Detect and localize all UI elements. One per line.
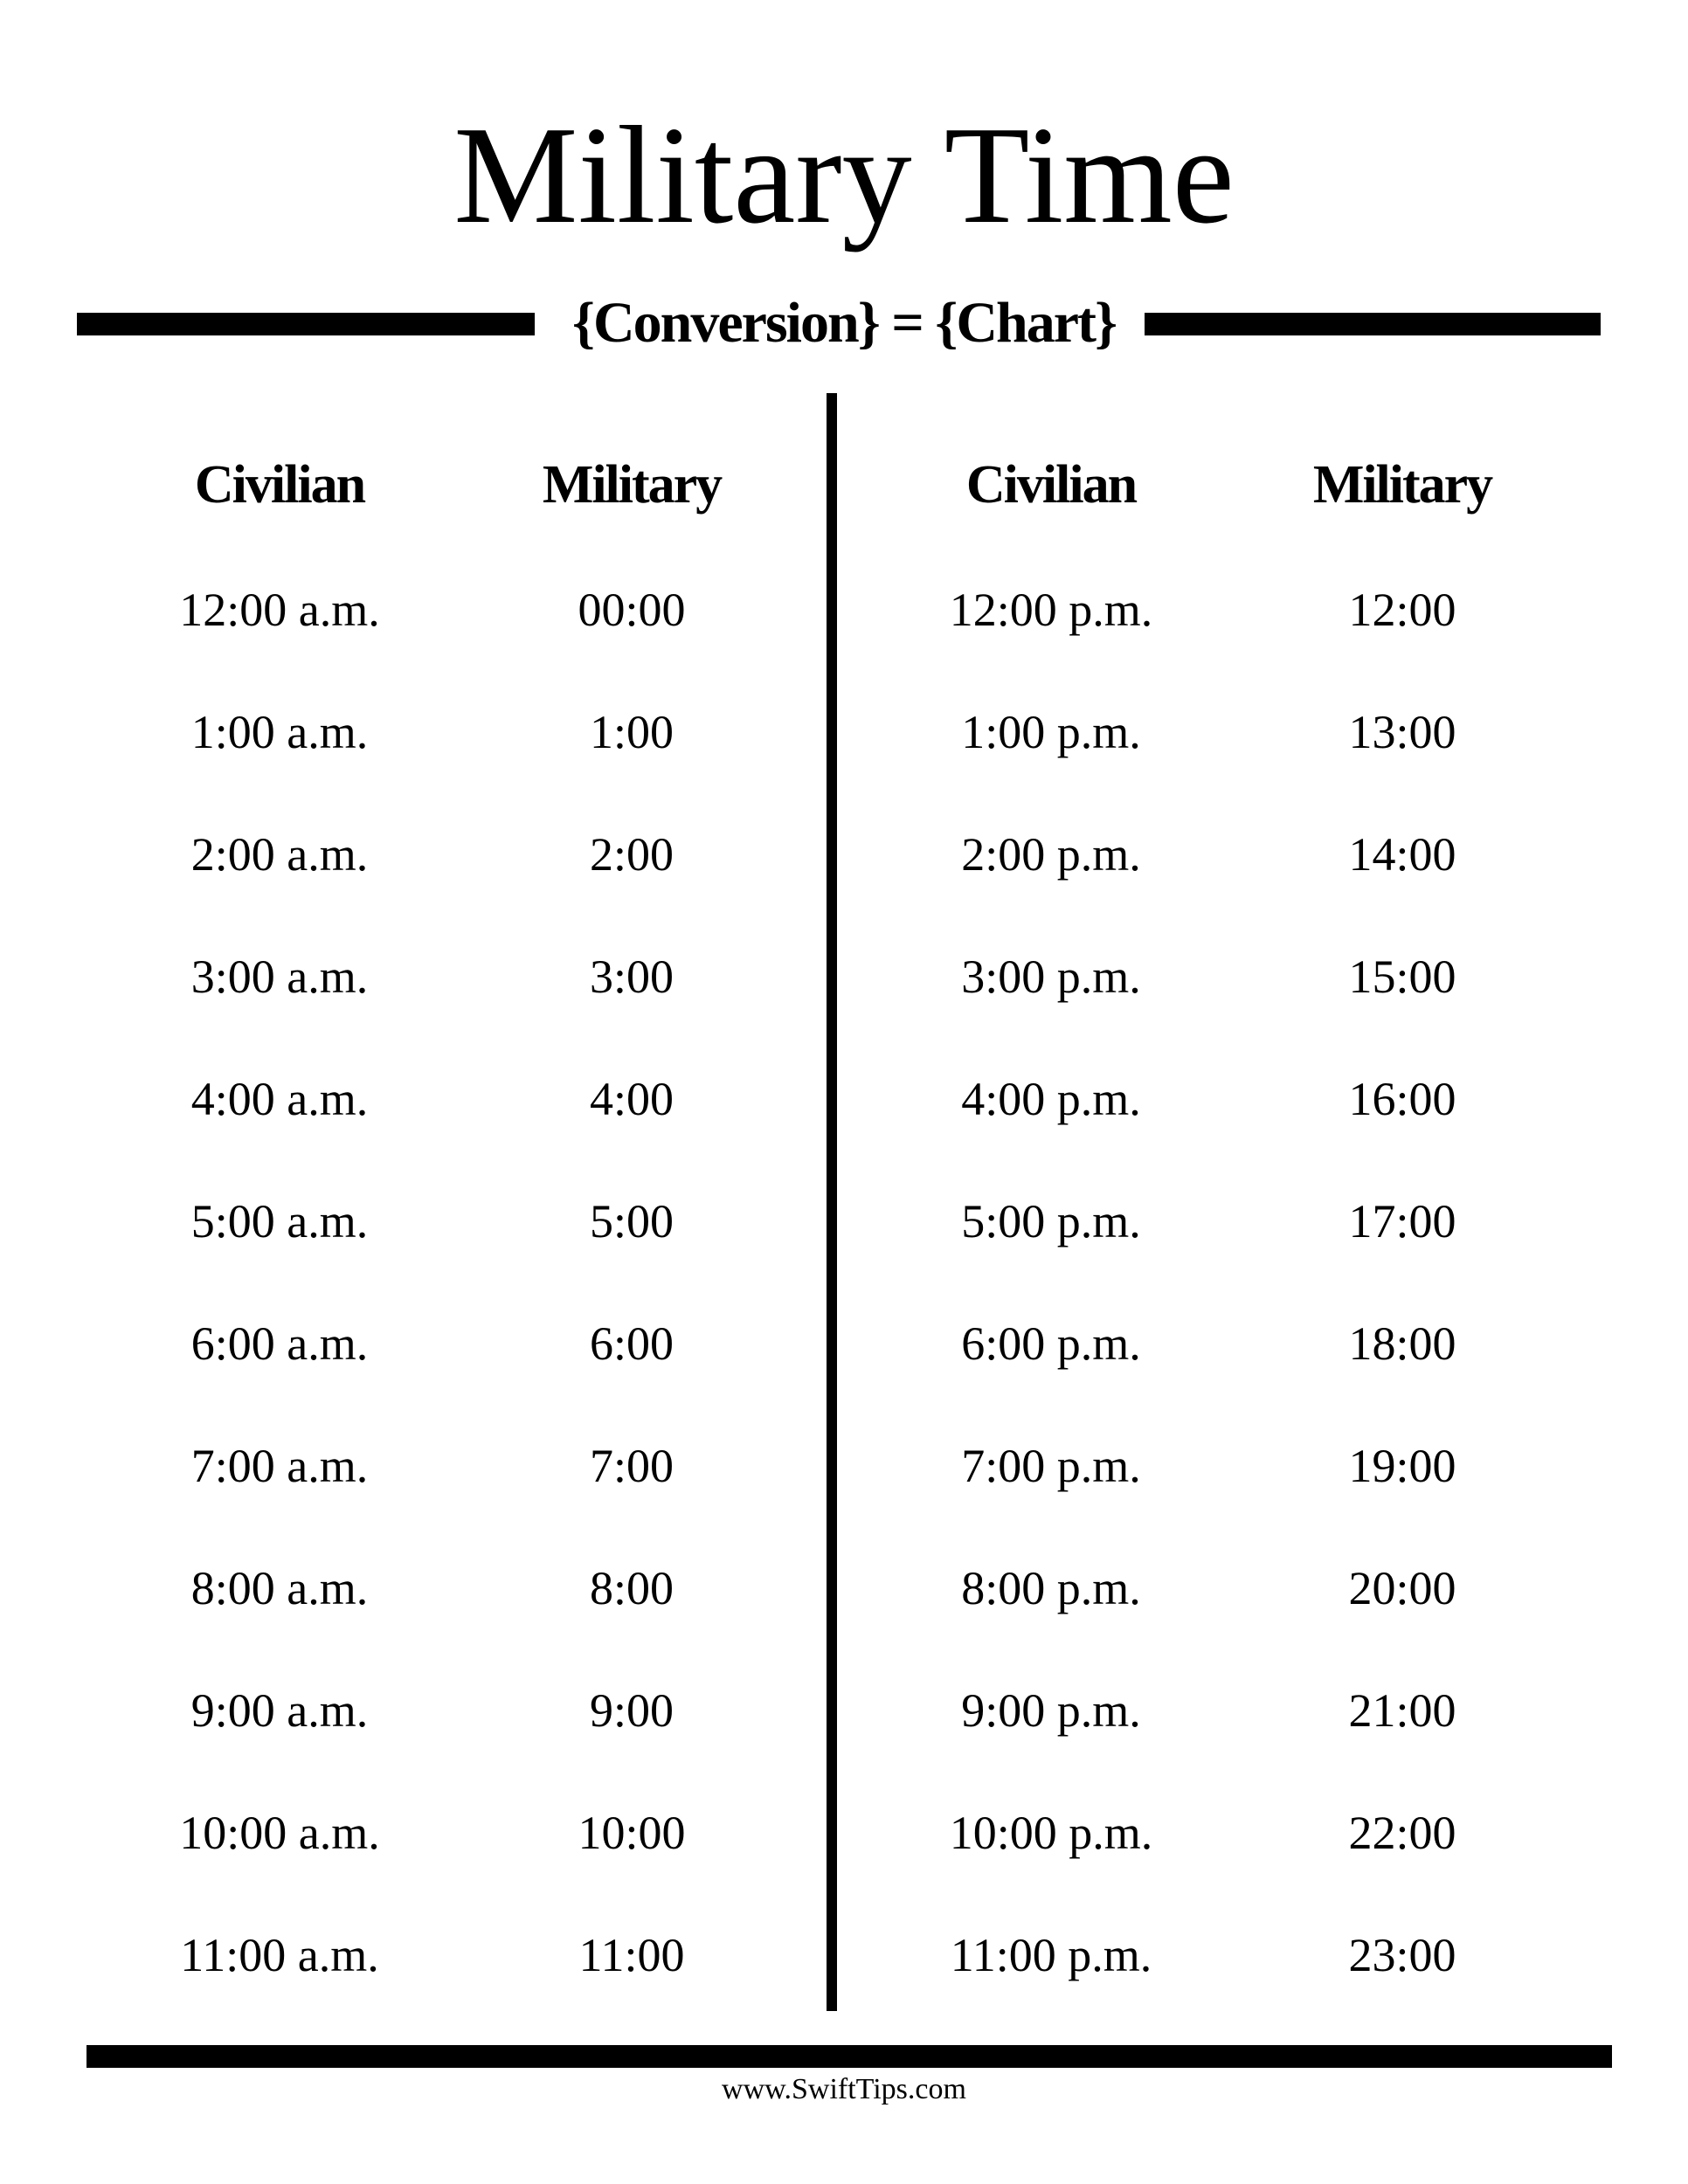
am-civilian-cell: 7:00 a.m.: [190, 1440, 369, 1492]
header-civilian-am: Civilian: [194, 455, 366, 515]
pm-military-cell: 14:00: [1348, 828, 1456, 881]
am-civilian-cell: 1:00 a.m.: [190, 706, 369, 758]
pm-civilian-cell: 4:00 p.m.: [961, 1073, 1141, 1125]
pm-military-cell: 15:00: [1348, 950, 1456, 1003]
pm-civilian-cell: 5:00 p.m.: [961, 1195, 1141, 1248]
page-title: Military Time: [453, 97, 1235, 252]
header-military-am: Military: [542, 455, 723, 515]
am-civilian-cell: 4:00 a.m.: [190, 1073, 369, 1125]
am-civilian-cell: 11:00 a.m.: [180, 1929, 379, 1981]
am-military-cell: 1:00: [589, 706, 674, 758]
pm-civilian-cell: 3:00 p.m.: [961, 950, 1141, 1003]
pm-military-cell: 12:00: [1348, 584, 1456, 636]
am-civilian-cell: 6:00 a.m.: [190, 1317, 369, 1370]
am-civilian-cell: 3:00 a.m.: [190, 950, 369, 1003]
divider-bar-left: [77, 313, 535, 335]
footer-bar: [86, 2045, 1612, 2068]
pm-military-cell: 22:00: [1348, 1807, 1456, 1859]
pm-military-cell: 20:00: [1348, 1562, 1456, 1614]
pm-civilian-cell: 1:00 p.m.: [961, 706, 1141, 758]
am-civilian-cell: 5:00 a.m.: [190, 1195, 369, 1248]
am-civilian-cell: 10:00 a.m.: [179, 1807, 380, 1859]
am-civilian-cell: 9:00 a.m.: [190, 1684, 369, 1737]
pm-military-cell: 19:00: [1348, 1440, 1456, 1492]
am-military-cell: 9:00: [589, 1684, 674, 1737]
am-civilian-cell: 8:00 a.m.: [190, 1562, 369, 1614]
am-military-cell: 00:00: [578, 584, 686, 636]
pm-civilian-cell: 8:00 p.m.: [961, 1562, 1141, 1614]
footer-website: www.SwiftTips.com: [722, 2073, 966, 2105]
am-military-cell: 8:00: [589, 1562, 674, 1614]
pm-civilian-cell: 11:00 p.m.: [950, 1929, 1152, 1981]
column-divider: [827, 393, 837, 2011]
am-civilian-cell: 12:00 a.m.: [179, 584, 380, 636]
pm-military-cell: 17:00: [1348, 1195, 1456, 1248]
am-military-cell: 3:00: [589, 950, 674, 1003]
pm-military-cell: 18:00: [1348, 1317, 1456, 1370]
pm-military-cell: 23:00: [1348, 1929, 1456, 1981]
header-civilian-pm: Civilian: [965, 455, 1138, 515]
pm-civilian-cell: 10:00 p.m.: [949, 1807, 1153, 1859]
am-civilian-cell: 2:00 a.m.: [190, 828, 369, 881]
am-military-cell: 6:00: [589, 1317, 674, 1370]
pm-civilian-cell: 12:00 p.m.: [949, 584, 1153, 636]
pm-civilian-cell: 9:00 p.m.: [961, 1684, 1141, 1737]
pm-military-cell: 13:00: [1348, 706, 1456, 758]
pm-civilian-cell: 7:00 p.m.: [961, 1440, 1141, 1492]
page-subtitle: {Conversion} = {Chart}: [572, 291, 1117, 355]
am-military-cell: 7:00: [589, 1440, 674, 1492]
pm-military-cell: 16:00: [1348, 1073, 1456, 1125]
pm-civilian-cell: 6:00 p.m.: [961, 1317, 1141, 1370]
am-military-cell: 10:00: [578, 1807, 686, 1859]
header-military-pm: Military: [1312, 455, 1493, 515]
divider-bar-right: [1145, 313, 1601, 335]
am-military-cell: 2:00: [589, 828, 674, 881]
am-military-cell: 11:00: [578, 1929, 685, 1981]
pm-civilian-cell: 2:00 p.m.: [961, 828, 1141, 881]
am-military-cell: 5:00: [589, 1195, 674, 1248]
am-military-cell: 4:00: [589, 1073, 674, 1125]
pm-military-cell: 21:00: [1348, 1684, 1456, 1737]
